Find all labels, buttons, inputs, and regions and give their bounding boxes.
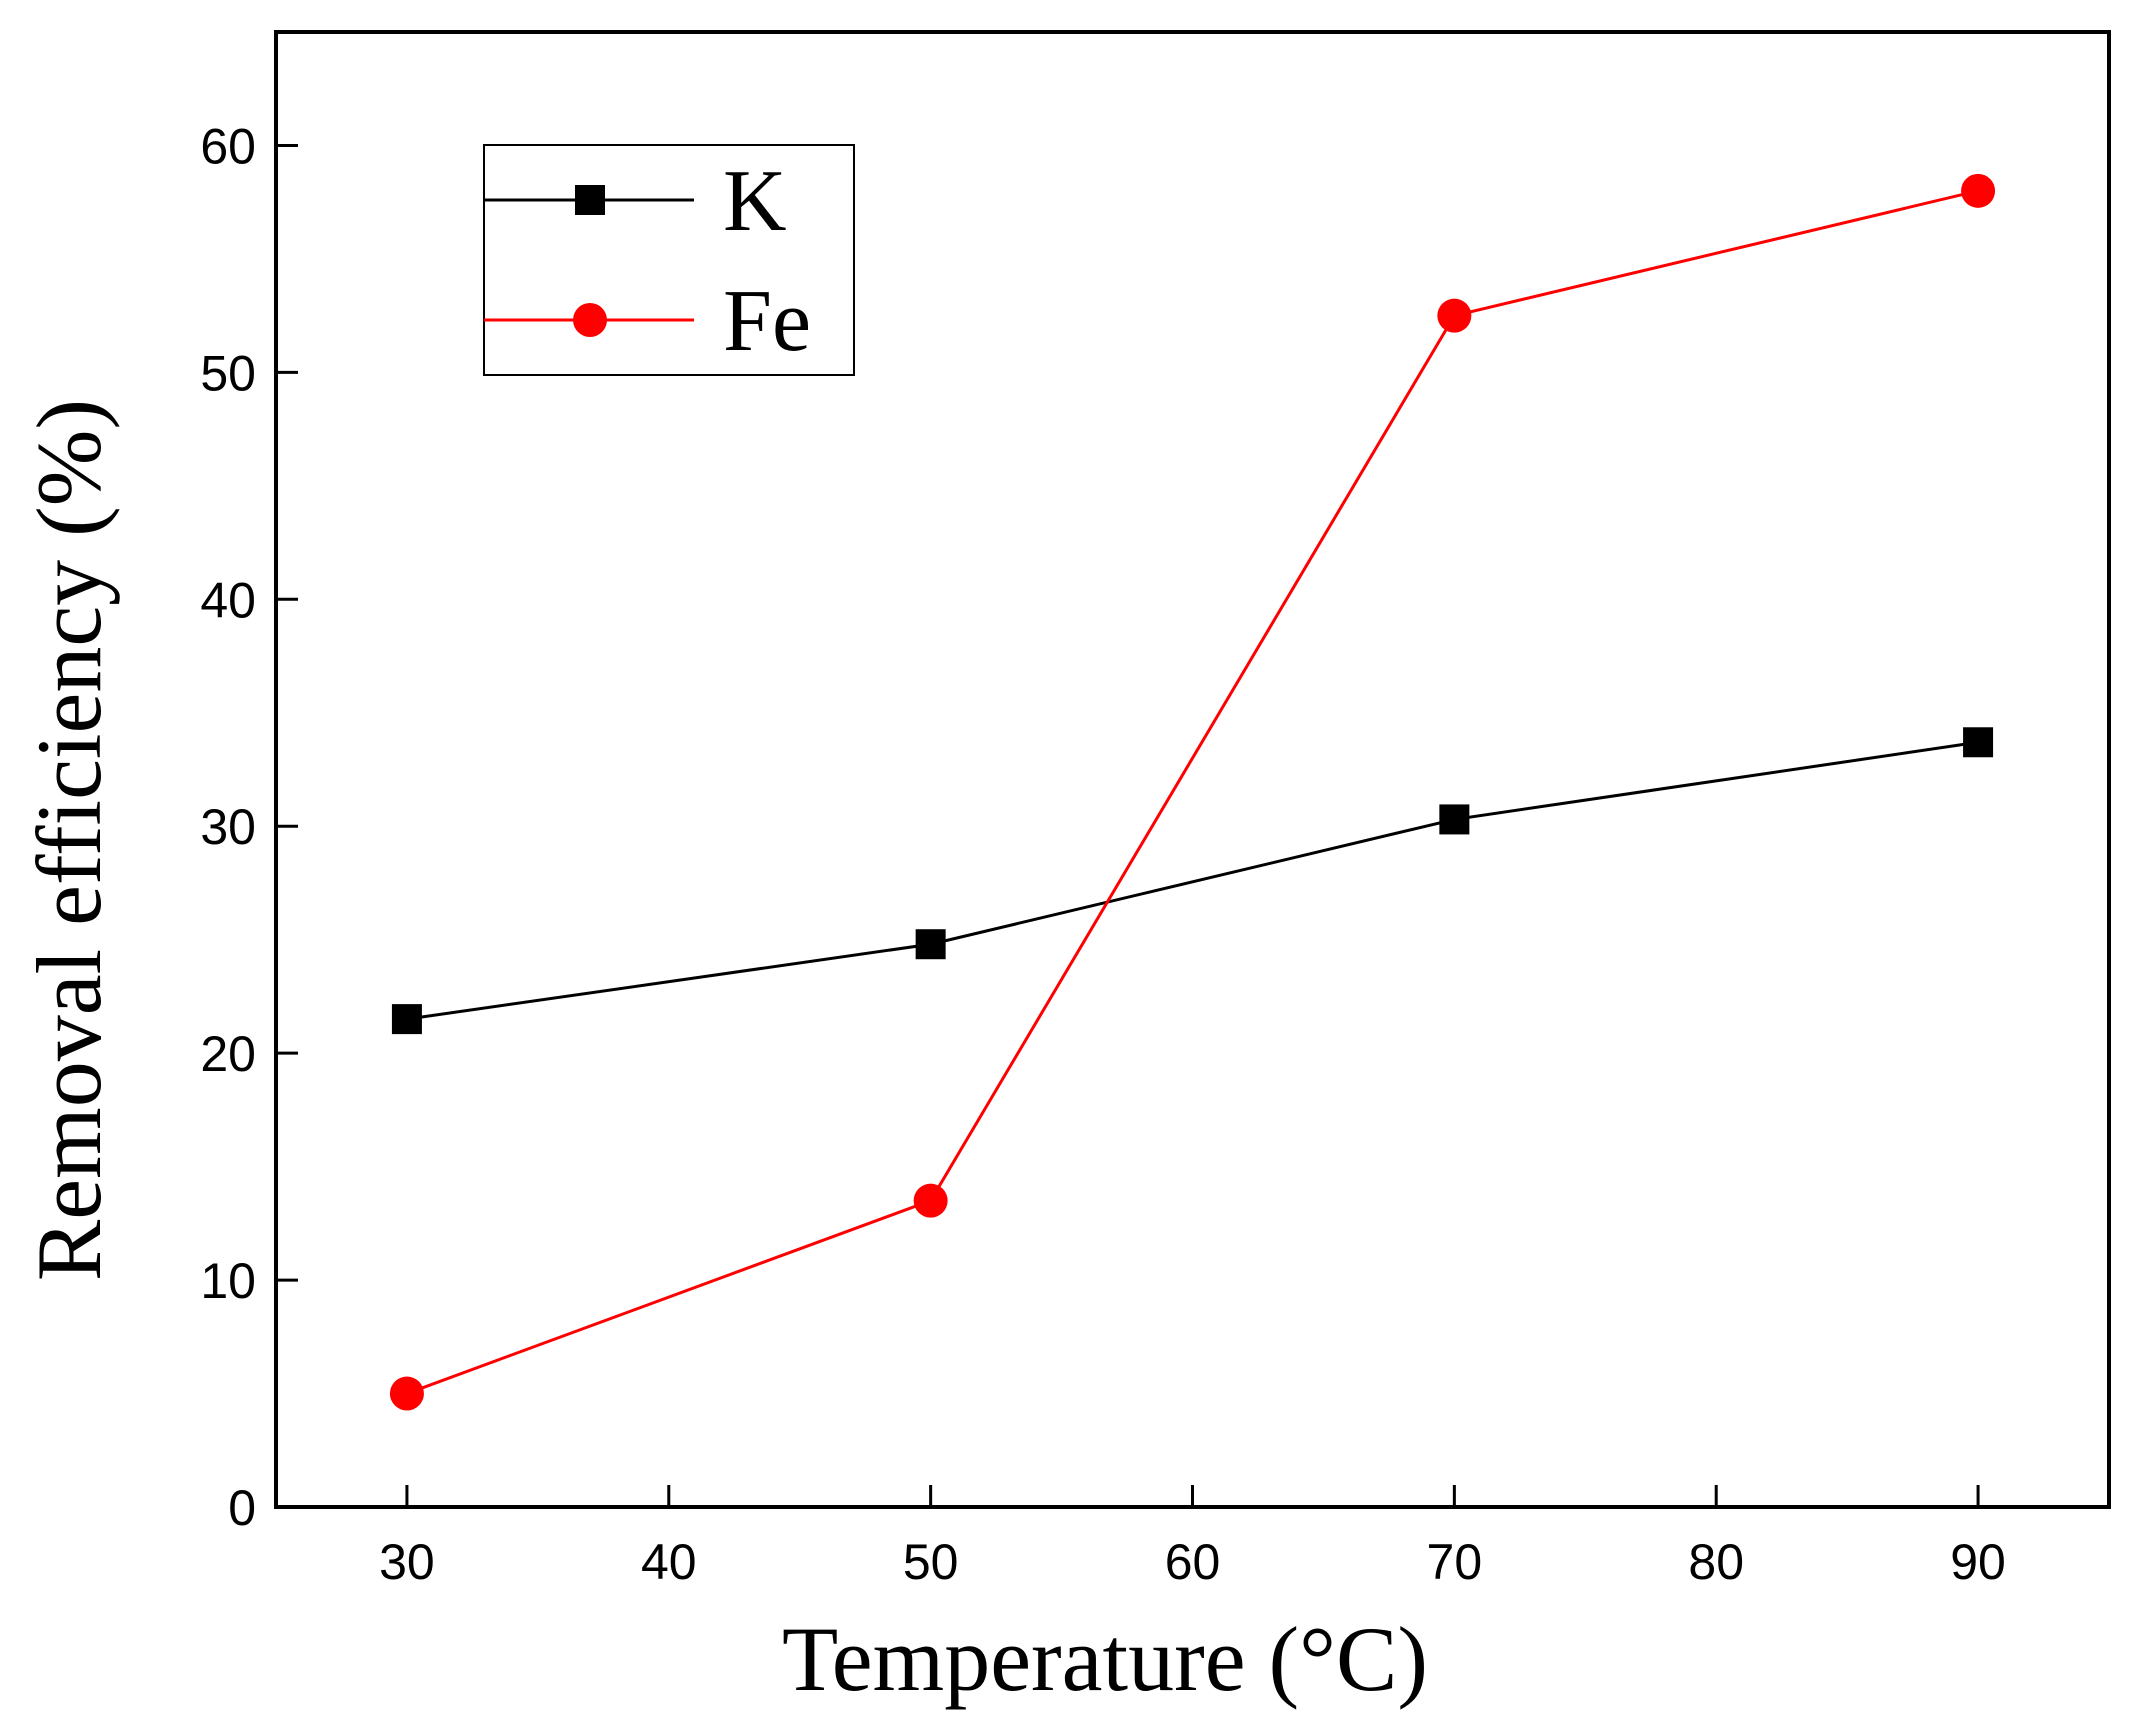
data-point-fe	[1437, 298, 1472, 333]
y-axis-ticks: 0 10 20 30 40 50 60	[200, 118, 298, 1536]
series-line-k	[406, 740, 1979, 1021]
series-layer	[389, 173, 1996, 1411]
x-tick-label: 40	[641, 1534, 697, 1590]
x-tick-label: 30	[379, 1534, 435, 1590]
series-line-fe	[406, 189, 1979, 1395]
legend-marker-k	[575, 185, 605, 215]
y-tick-label: 40	[200, 572, 256, 628]
data-point-k	[1439, 804, 1470, 835]
y-tick-label: 10	[200, 1253, 256, 1309]
x-axis-ticks: 30 40 50 60 70 80 90	[379, 1485, 2006, 1590]
data-point-k	[915, 929, 946, 960]
x-tick-label: 60	[1165, 1534, 1221, 1590]
data-point-fe	[913, 1183, 948, 1218]
x-tick-label: 50	[903, 1534, 959, 1590]
data-point-fe	[389, 1376, 424, 1411]
legend-marker-fe	[573, 303, 607, 337]
x-axis-title: Temperature (°C)	[782, 1608, 1428, 1710]
y-tick-label: 30	[200, 799, 256, 855]
x-tick-label: 80	[1688, 1534, 1744, 1590]
data-point-k	[1963, 727, 1994, 758]
data-point-fe	[1961, 173, 1996, 208]
x-tick-label: 70	[1427, 1534, 1483, 1590]
data-point-k	[391, 1004, 422, 1035]
y-tick-label: 60	[200, 118, 256, 174]
series-fe	[389, 173, 1996, 1411]
series-k	[391, 727, 1994, 1035]
y-tick-label: 50	[200, 345, 256, 401]
legend-box	[483, 144, 855, 376]
x-tick-label: 90	[1950, 1534, 2006, 1590]
legend-label-fe: Fe	[723, 273, 811, 370]
legend: K Fe	[483, 144, 855, 376]
y-tick-label: 0	[228, 1480, 256, 1536]
legend-item-fe: Fe	[484, 273, 811, 370]
y-axis-title: Removal efficiency (%)	[18, 399, 120, 1281]
legend-label-k: K	[723, 153, 787, 250]
y-tick-label: 20	[200, 1026, 256, 1082]
legend-item-k: K	[484, 153, 787, 250]
